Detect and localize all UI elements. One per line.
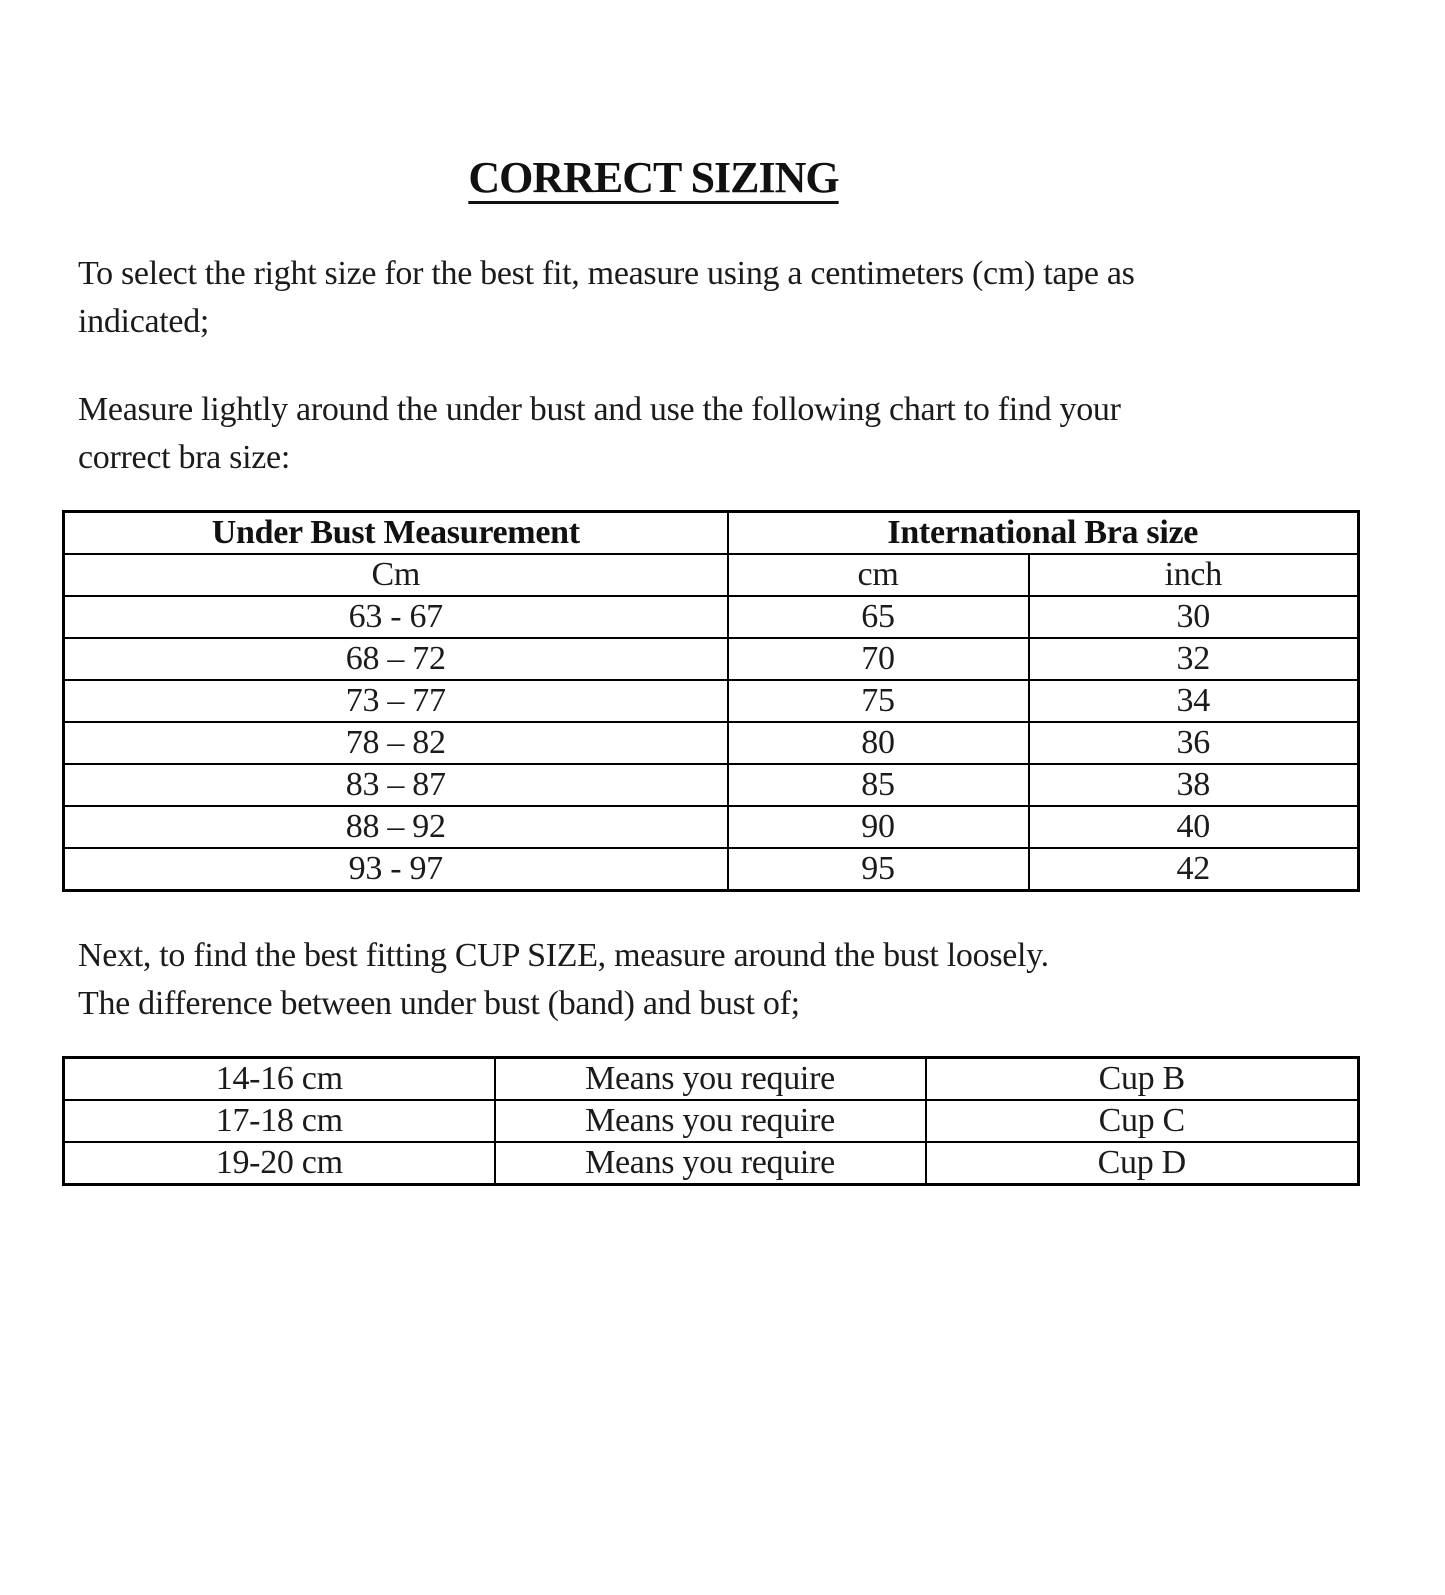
- table-cell: 63 - 67: [62, 595, 729, 639]
- table-cell: Cup C: [924, 1099, 1360, 1143]
- table-cell: 83 – 87: [62, 763, 729, 807]
- table-cell: 75: [726, 679, 1030, 723]
- table-cell: 42: [1027, 847, 1360, 892]
- table-cell: 19-20 cm: [62, 1141, 496, 1186]
- table-cell: Means you require: [493, 1099, 927, 1143]
- table-row: 14-16 cm Means you require Cup B: [62, 1056, 1360, 1101]
- table-header-row: Under Bust Measurement International Bra…: [62, 510, 1360, 555]
- table-row: 73 – 77 75 34: [62, 679, 1360, 723]
- header-bra-size: International Bra size: [726, 510, 1360, 555]
- band-size-table: Under Bust Measurement International Bra…: [62, 510, 1360, 892]
- table-row: 83 – 87 85 38: [62, 763, 1360, 807]
- table-row: 19-20 cm Means you require Cup D: [62, 1141, 1360, 1186]
- table-cell: 88 – 92: [62, 805, 729, 849]
- subheader-cell: inch: [1027, 553, 1360, 597]
- document-page: CORRECT SIZING To select the right size …: [0, 150, 1445, 1595]
- table-row: 88 – 92 90 40: [62, 805, 1360, 849]
- table-cell: 78 – 82: [62, 721, 729, 765]
- subheader-cell: cm: [726, 553, 1030, 597]
- table-cell: 65: [726, 595, 1030, 639]
- table-cell: 85: [726, 763, 1030, 807]
- table-cell: 80: [726, 721, 1030, 765]
- table-row: 17-18 cm Means you require Cup C: [62, 1099, 1360, 1143]
- table-cell: Cup D: [924, 1141, 1360, 1186]
- page-title: CORRECT SIZING: [468, 153, 839, 202]
- table-row: 63 - 67 65 30: [62, 595, 1360, 639]
- table-cell: 34: [1027, 679, 1360, 723]
- table-cell: 90: [726, 805, 1030, 849]
- table-row: 68 – 72 70 32: [62, 637, 1360, 681]
- table-row: 78 – 82 80 36: [62, 721, 1360, 765]
- intro-paragraph: To select the right size for the best fi…: [78, 255, 1135, 340]
- table-cell: 68 – 72: [62, 637, 729, 681]
- table-cell: 36: [1027, 721, 1360, 765]
- table-cell: 93 - 97: [62, 847, 729, 892]
- table-cell: Means you require: [493, 1141, 927, 1186]
- table-subheader-row: Cm cm inch: [62, 553, 1360, 597]
- table-cell: 70: [726, 637, 1030, 681]
- band-measure-paragraph: Measure lightly around the under bust an…: [78, 391, 1121, 476]
- table-cell: 30: [1027, 595, 1360, 639]
- table-cell: 17-18 cm: [62, 1099, 496, 1143]
- table-cell: 95: [726, 847, 1030, 892]
- cup-size-table: 14-16 cm Means you require Cup B 17-18 c…: [62, 1056, 1360, 1186]
- table-cell: 32: [1027, 637, 1360, 681]
- cup-size-paragraph: Next, to find the best fitting CUP SIZE,…: [78, 937, 1049, 1022]
- table-cell: Means you require: [493, 1056, 927, 1101]
- header-under-bust: Under Bust Measurement: [62, 510, 729, 555]
- table-cell: 14-16 cm: [62, 1056, 496, 1101]
- table-cell: Cup B: [924, 1056, 1360, 1101]
- table-cell: 40: [1027, 805, 1360, 849]
- table-cell: 38: [1027, 763, 1360, 807]
- subheader-cell: Cm: [62, 553, 729, 597]
- table-cell: 73 – 77: [62, 679, 729, 723]
- table-row: 93 - 97 95 42: [62, 847, 1360, 892]
